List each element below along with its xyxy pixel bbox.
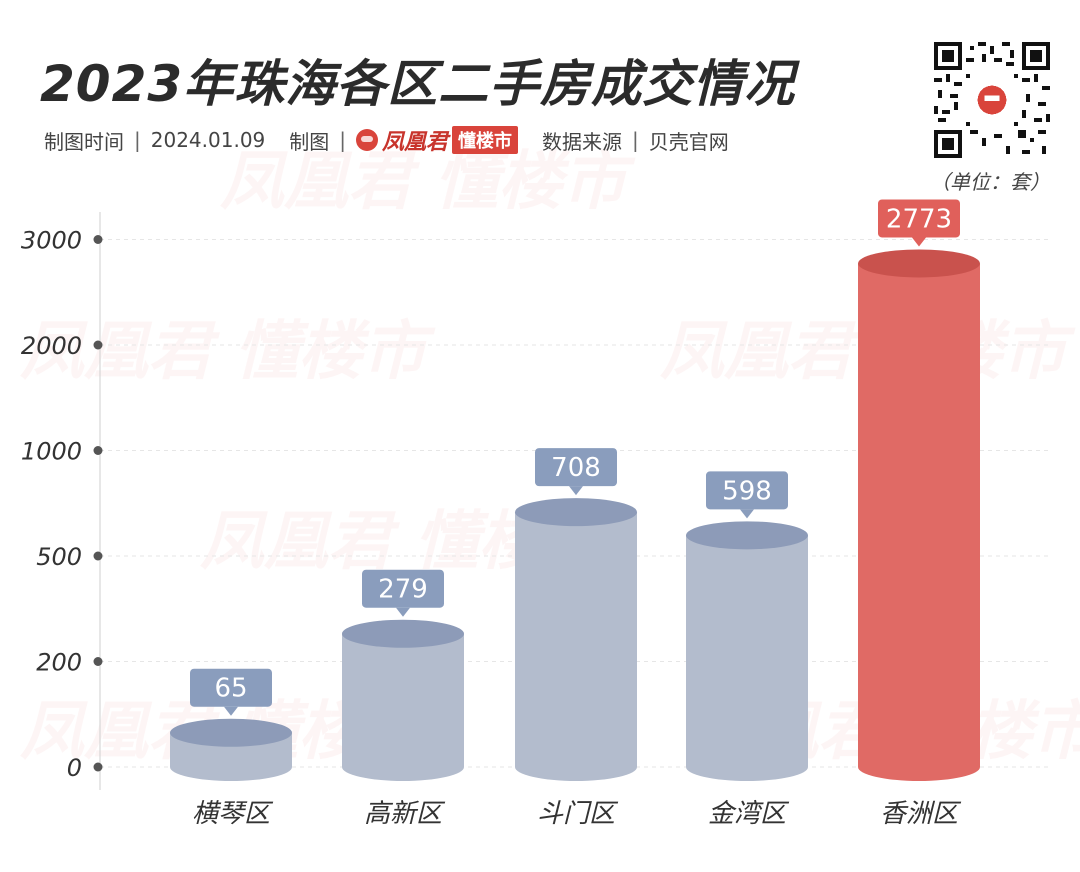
y-tick-label: 2000 — [21, 332, 82, 360]
value-label-box — [706, 471, 788, 510]
category-label: 香洲区 — [880, 799, 962, 829]
value-label-pointer — [740, 509, 754, 519]
y-tick-label: 200 — [36, 649, 82, 677]
date-label: 制图时间 — [44, 129, 124, 154]
y-tick-label: 0 — [67, 754, 82, 782]
category-label: 横琴区 — [192, 799, 274, 829]
y-tick-dot — [93, 446, 103, 455]
meta-line: 制图时间 | 2024.01.09 制图 | 凤凰君 懂楼市 数据来源 | 贝壳… — [44, 124, 729, 156]
bar — [858, 263, 980, 781]
unit-label: （单位：套） — [930, 170, 1050, 194]
category-label: 高新区 — [364, 799, 446, 829]
y-tick-dot — [93, 762, 103, 772]
bar — [342, 633, 464, 781]
brand-logo: 凤凰君 懂楼市 — [356, 124, 519, 156]
bar — [686, 535, 808, 781]
y-tick-dot — [93, 340, 103, 350]
value-label: 65 — [214, 674, 247, 704]
value-label-pointer — [569, 486, 583, 496]
y-tick-label: 500 — [36, 543, 82, 571]
source-value: 贝壳官网 — [648, 129, 729, 154]
bar-top — [515, 498, 637, 527]
value-label: 2773 — [886, 204, 952, 234]
y-tick-dot — [93, 657, 103, 666]
source-label: 数据来源 — [542, 129, 623, 154]
separator: | — [339, 128, 347, 152]
bar-top — [686, 521, 808, 550]
value-label-box — [535, 448, 617, 487]
category-label: 斗门区 — [537, 799, 619, 829]
maker-label: 制图 — [289, 129, 330, 154]
y-tick-label: 3000 — [21, 227, 82, 255]
value-label-box — [878, 199, 960, 238]
bar-top — [170, 718, 292, 747]
qr-code-icon — [934, 42, 1050, 158]
y-tick-label: 1000 — [21, 438, 82, 466]
brand-tag: 懂楼市 — [452, 126, 519, 154]
separator: | — [632, 128, 639, 152]
value-label-pointer — [224, 706, 238, 716]
value-label: 708 — [551, 453, 601, 483]
value-label: 279 — [378, 575, 428, 605]
y-tick-dot — [93, 235, 103, 244]
category-label: 金湾区 — [708, 799, 790, 829]
value-label-pointer — [912, 237, 926, 247]
value-label-box — [362, 569, 444, 608]
value-label: 598 — [722, 476, 772, 506]
bar-top — [858, 249, 980, 278]
brand-name: 凤凰君 — [382, 130, 449, 155]
separator: | — [134, 128, 141, 152]
value-label-box — [190, 668, 272, 707]
phoenix-logo-icon — [356, 129, 379, 151]
value-label-pointer — [396, 607, 410, 617]
y-tick-dot — [93, 551, 103, 561]
date-value: 2024.01.09 — [150, 128, 266, 152]
bar — [515, 512, 637, 781]
bar-top — [342, 619, 464, 648]
chart-title: 2023年珠海各区二手房成交情况 — [40, 55, 796, 113]
